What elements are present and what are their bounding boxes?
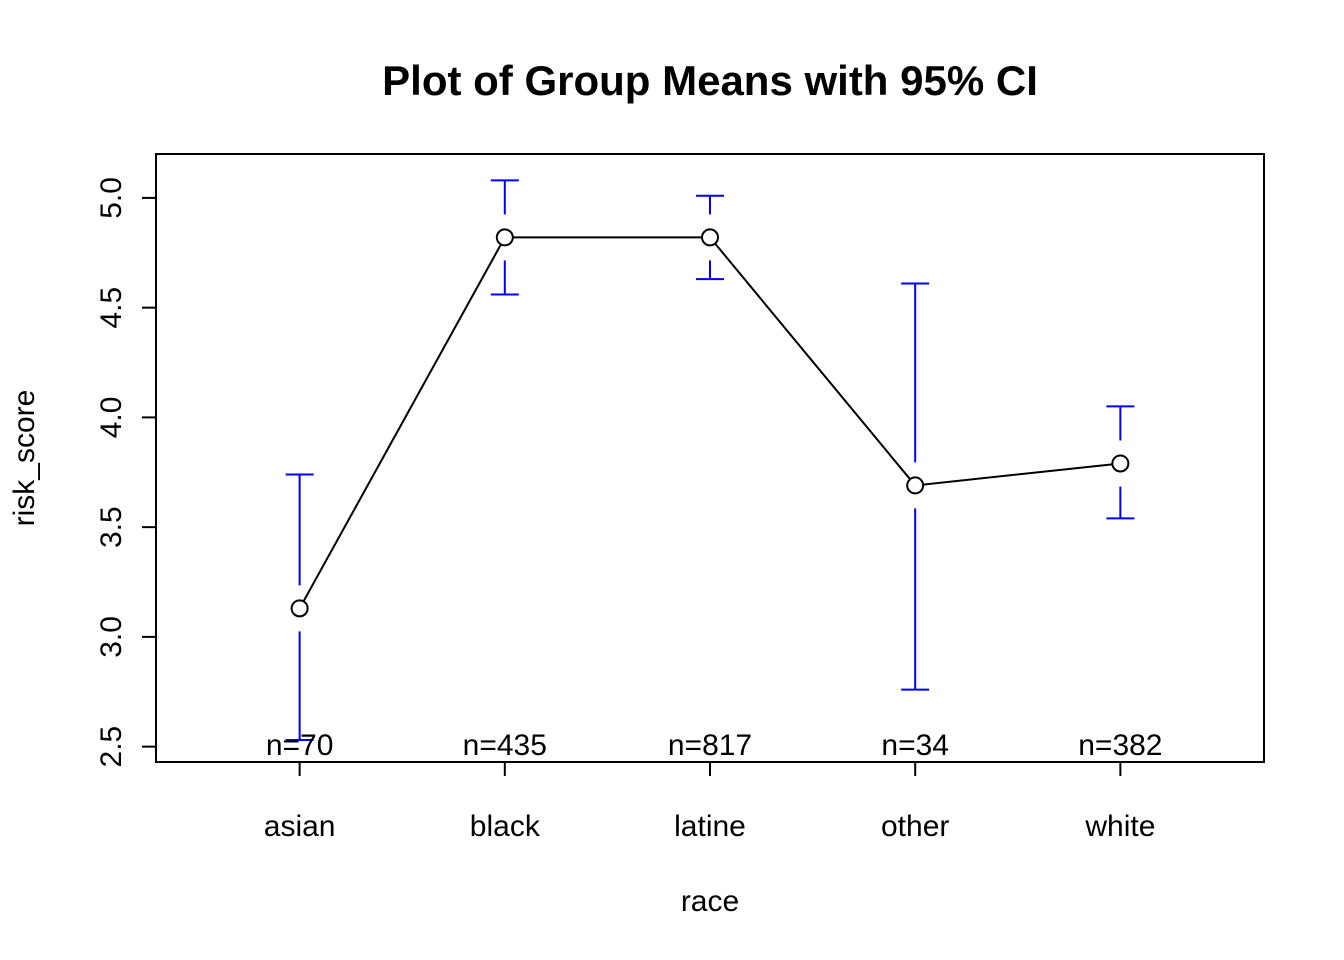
x-category-label-latine: latine	[674, 810, 746, 843]
mean-point-black	[495, 228, 514, 247]
n-label-white: n=382	[1078, 729, 1162, 762]
y-tick-label: 5.0	[95, 177, 128, 219]
y-tick-label: 4.0	[95, 397, 128, 439]
x-category-label-white: white	[1084, 810, 1155, 843]
n-label-latine: n=817	[668, 729, 752, 762]
y-tick-label: 3.0	[95, 616, 128, 658]
chart-title: Plot of Group Means with 95% CI	[382, 57, 1038, 104]
y-tick-label: 2.5	[95, 726, 128, 768]
plot-area: 2.5 3.0 3.5 4.0 4.5 5.0 asian black latine other w…	[95, 153, 1265, 843]
y-axis-title: risk_score	[8, 390, 41, 527]
mean-point-latine	[701, 228, 719, 247]
x-category-label-black: black	[470, 810, 541, 843]
y-tick-label: 3.5	[95, 506, 128, 548]
n-label-asian: n=70	[266, 729, 334, 762]
x-category-label-asian: asian	[264, 810, 336, 843]
n-label-other: n=34	[881, 729, 949, 762]
x-category-label-other: other	[881, 810, 949, 843]
x-axis-title: race	[681, 885, 739, 918]
mean-point-other	[906, 476, 925, 495]
y-tick-label: 4.5	[95, 287, 128, 329]
mean-point-asian	[290, 599, 309, 618]
n-label-black: n=435	[463, 729, 547, 762]
mean-connector-line	[298, 236, 1121, 609]
mean-point-white	[1111, 454, 1130, 473]
